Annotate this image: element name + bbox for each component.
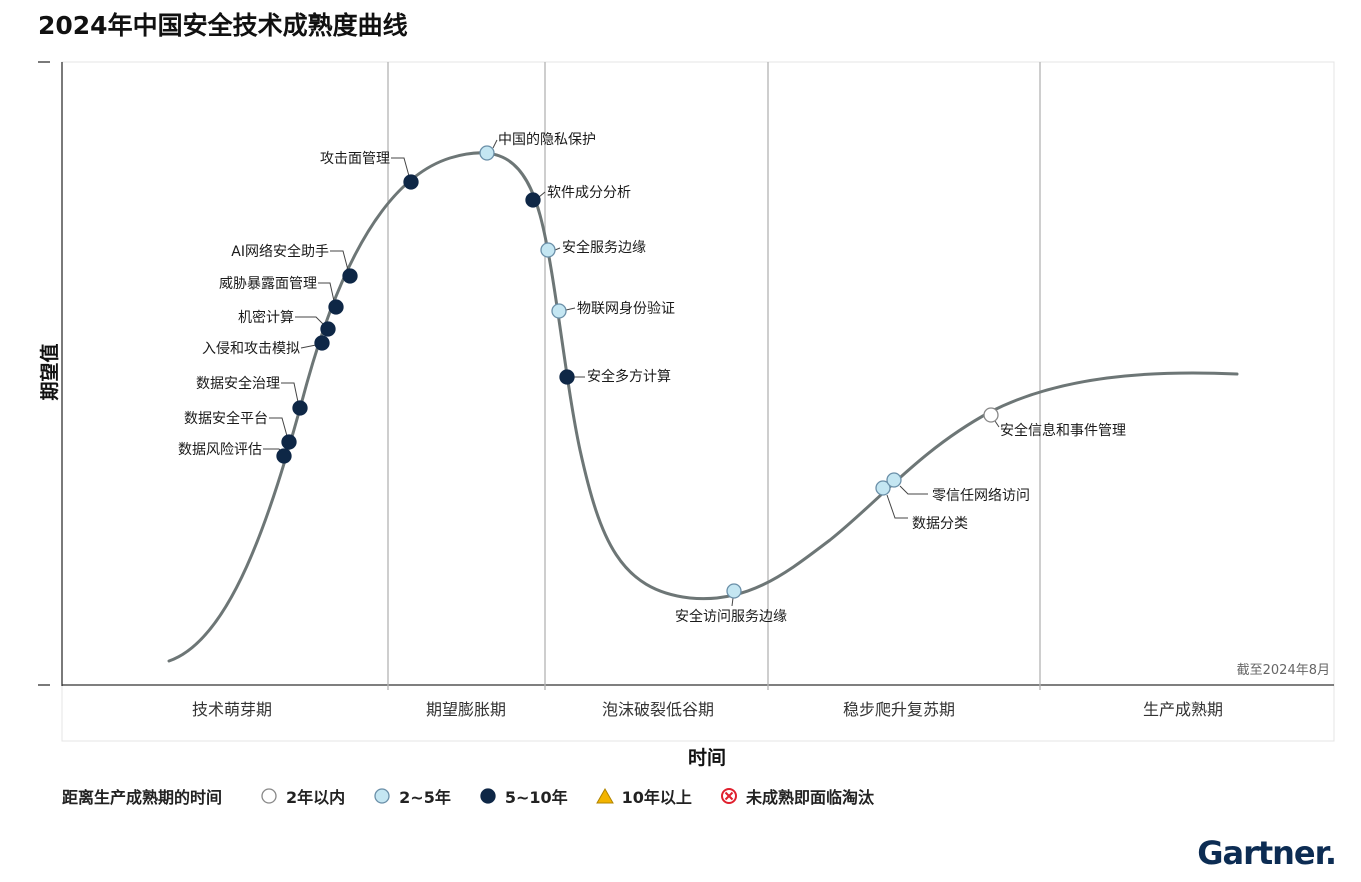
phase-label: 稳步爬升复苏期 (843, 700, 955, 719)
technology-marker (886, 472, 902, 488)
technology-marker (281, 434, 297, 450)
technology-label: 安全服务边缘 (562, 239, 646, 256)
phase-label: 生产成熟期 (1143, 700, 1223, 719)
leader-line (565, 307, 576, 311)
technology-label: 零信任网络访问 (932, 488, 1030, 504)
leader-line (731, 597, 734, 607)
technology-marker (726, 583, 742, 599)
legend-item-obsolete: 未成熟即面临淘汰 (720, 784, 874, 808)
legend: 距离生产成熟期的时间 2年以内 2~5年 5~10年 10年以上 未成熟即面临淘… (62, 784, 902, 808)
leader-line (538, 191, 546, 198)
technology-label: 数据安全治理 (196, 375, 280, 392)
technology-marker (525, 192, 541, 208)
technology-marker (292, 400, 308, 416)
technology-marker (875, 480, 891, 496)
technology-labels: 数据风险评估 数据安全平台 数据安全治理 入侵和攻击模拟 机密计算 威胁暴露面管理 AI网络… (178, 132, 1126, 625)
leader-line (492, 139, 498, 149)
technology-marker (276, 448, 292, 464)
phase-label: 泡沫破裂低谷期 (602, 700, 714, 719)
label-leaders (263, 139, 1000, 607)
x-axis-label: 时间 (688, 747, 726, 769)
technology-marker (342, 268, 358, 284)
gartner-logo: Gartner. (1197, 834, 1337, 872)
technology-marker (403, 174, 419, 190)
technology-marker (540, 242, 556, 258)
phase-dividers (387, 62, 1041, 690)
technology-label: 攻击面管理 (320, 151, 390, 167)
technology-label: 物联网身份验证 (577, 301, 675, 317)
leader-line (330, 250, 349, 271)
leader-line (269, 417, 288, 437)
logo-dot: . (1324, 834, 1337, 872)
legend-label-5to10: 5~10年 (504, 788, 568, 807)
y-axis-label: 期望值 (38, 343, 61, 400)
phase-label: 技术萌芽期 (192, 700, 272, 719)
leader-line (281, 382, 299, 403)
technology-marker (328, 299, 344, 315)
technology-marker (314, 335, 330, 351)
leader-line (899, 485, 928, 495)
leader-line (295, 316, 325, 326)
technology-label: 软件成分分析 (547, 185, 631, 201)
technology-marker (320, 321, 336, 337)
as-of-note: 截至2024年8月 (1237, 663, 1330, 678)
leader-line (318, 282, 335, 302)
leader-line (300, 344, 317, 349)
technology-marker (983, 407, 999, 423)
technology-label: 数据风险评估 (178, 442, 262, 458)
technology-marker (559, 369, 575, 385)
leader-line (994, 420, 1000, 428)
technology-marker (551, 303, 567, 319)
technology-label: 安全信息和事件管理 (1000, 422, 1126, 439)
circle-navy-icon (480, 788, 496, 804)
legend-label-2to5: 2~5年 (399, 788, 451, 807)
legend-item-gt10: 10年以上 (595, 784, 692, 808)
phase-labels: 技术萌芽期 期望膨胀期 泡沫破裂低谷期 稳步爬升复苏期 生产成熟期 (192, 700, 1223, 719)
technology-label: 机密计算 (238, 309, 294, 326)
plot-area (61, 61, 1335, 686)
technology-label: AI网络安全助手 (231, 243, 329, 260)
technology-label: 数据分类 (912, 516, 968, 532)
phase-label: 期望膨胀期 (426, 700, 506, 719)
technology-label: 入侵和攻击模拟 (202, 340, 300, 357)
technology-label: 安全访问服务边缘 (675, 608, 787, 625)
circle-white-icon (261, 788, 277, 804)
legend-label-obsolete: 未成熟即面临淘汰 (745, 788, 874, 807)
leader-line (391, 157, 410, 177)
legend-label-lt2: 2年以内 (286, 788, 346, 807)
technology-label: 中国的隐私保护 (498, 132, 596, 148)
legend-label-gt10: 10年以上 (621, 788, 692, 807)
leader-line (886, 494, 908, 519)
circle-lightblue-icon (374, 788, 390, 804)
technology-label: 数据安全平台 (184, 410, 268, 427)
legend-item-5to10: 5~10年 (479, 784, 568, 808)
chart-title: 2024年中国安全技术成熟度曲线 (38, 11, 408, 40)
technology-marker (479, 145, 495, 161)
technology-markers (276, 145, 999, 599)
logo-text: Gartner (1197, 834, 1326, 872)
leader-line (554, 247, 561, 251)
x-circle-icon (720, 788, 737, 804)
technology-label: 安全多方计算 (587, 368, 671, 385)
technology-label: 威胁暴露面管理 (219, 276, 317, 292)
legend-title: 距离生产成熟期的时间 (62, 788, 223, 807)
legend-item-lt2: 2年以内 (260, 784, 345, 808)
legend-item-2to5: 2~5年 (373, 784, 451, 808)
hype-curve (167, 151, 1239, 663)
triangle-icon (595, 787, 614, 804)
